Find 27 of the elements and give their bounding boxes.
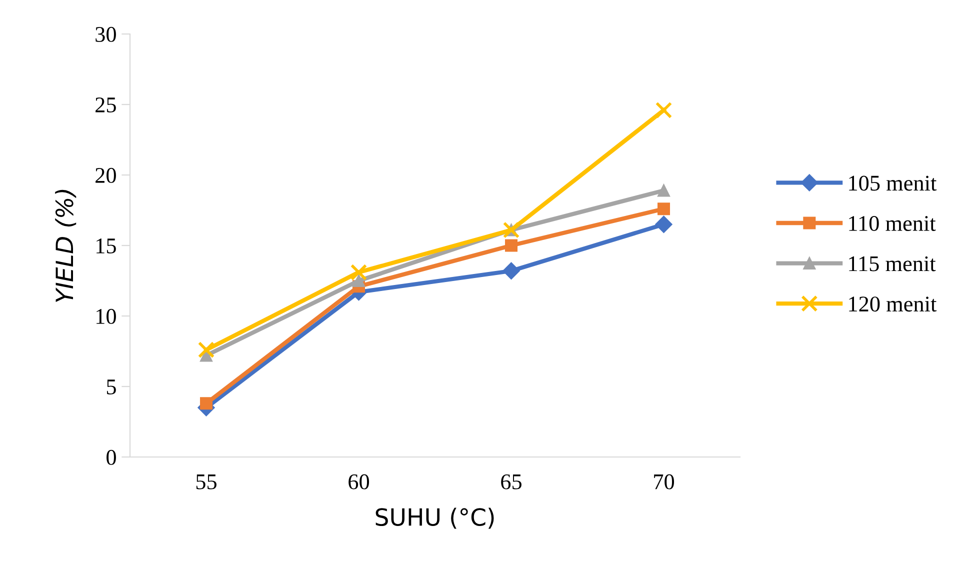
y-tick-label: 10 (96, 308, 116, 324)
y-tick-label: 5 (106, 380, 116, 394)
point (655, 102, 672, 118)
point (502, 262, 520, 280)
x-tick-label: 65 (501, 474, 522, 490)
point (658, 184, 670, 197)
legend-label: 120 menit (849, 296, 937, 312)
y-tick-label: 15 (96, 238, 116, 254)
x-axis-title: SUHU (°C) (376, 508, 494, 529)
y-tick-label: 25 (96, 97, 116, 112)
y-tick-label: 20 (96, 168, 116, 183)
y-tick-label: 30 (96, 26, 116, 42)
point (655, 216, 672, 233)
point (200, 397, 212, 410)
point (352, 274, 365, 287)
x-tick-label: 55 (196, 474, 216, 490)
point (198, 342, 215, 358)
legend-label: 110 menit (849, 216, 936, 231)
point (505, 239, 518, 252)
legend-label: 115 menit (849, 256, 936, 272)
y-tick-label: 0 (106, 450, 116, 465)
y-axis-title: YIELD (%) (55, 190, 76, 302)
x-tick-label: 60 (348, 474, 370, 490)
x-tick-label: 70 (654, 474, 674, 490)
legend-label: 105 menit (849, 176, 937, 191)
point (658, 202, 670, 216)
point (350, 264, 368, 281)
